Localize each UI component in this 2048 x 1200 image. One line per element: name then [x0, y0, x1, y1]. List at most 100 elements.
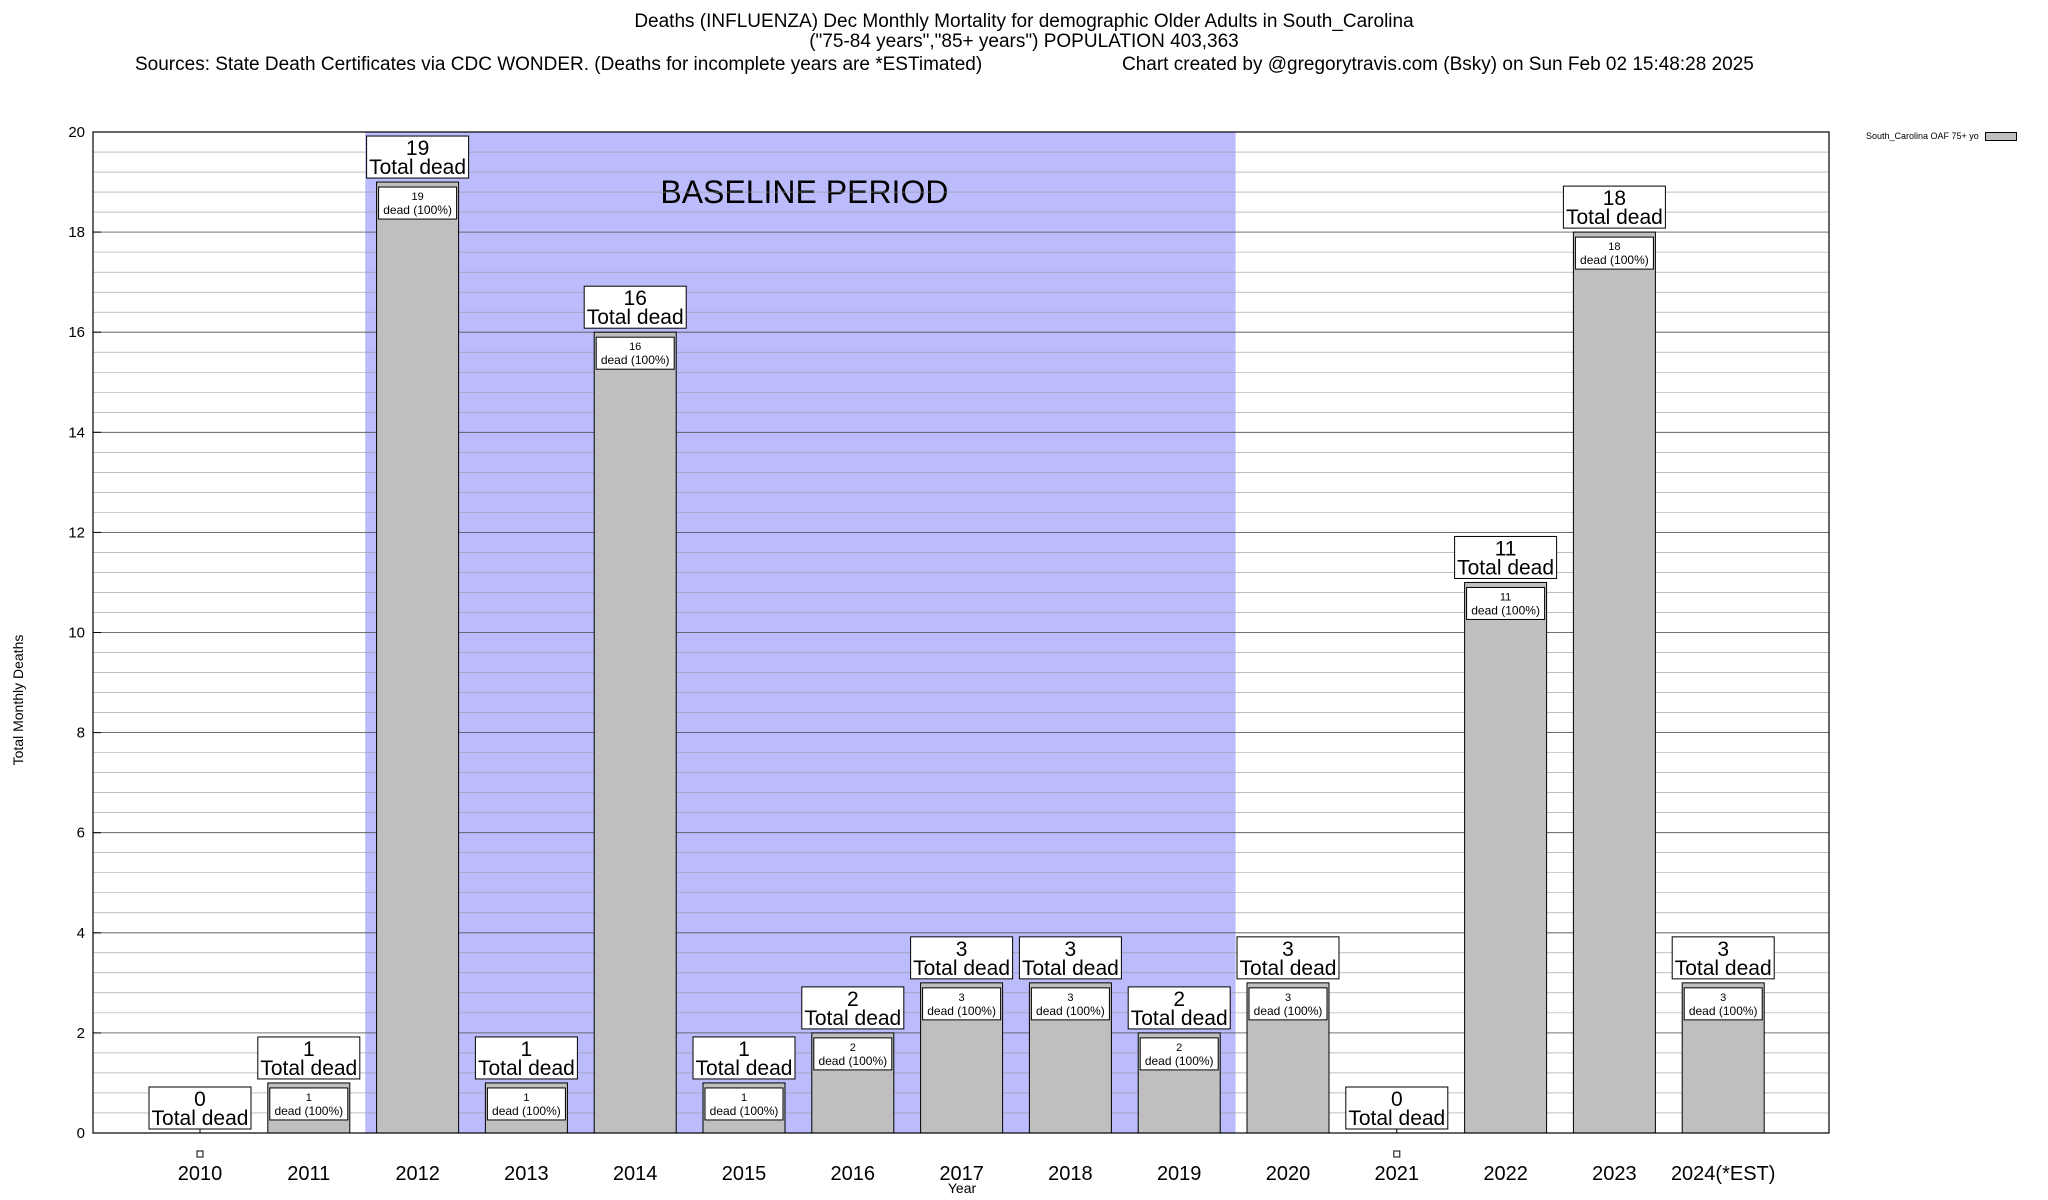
inner-label-value: 2	[1176, 1042, 1182, 1054]
total-label-text: Total dead	[1022, 957, 1119, 980]
total-label-text: Total dead	[1348, 1107, 1445, 1130]
inner-label-text: dead (100%)	[492, 1104, 561, 1118]
inner-label-value: 1	[741, 1092, 747, 1104]
title-line-1: Deaths (INFLUENZA) Dec Monthly Mortality…	[634, 11, 1414, 32]
inner-label-text: dead (100%)	[927, 1004, 996, 1018]
total-label-box	[257, 1036, 361, 1080]
inner-label-text: dead (100%)	[274, 1104, 343, 1118]
total-label-value: 3	[1717, 938, 1729, 961]
total-label-text: Total dead	[696, 1057, 793, 1080]
plot-frame	[92, 131, 1830, 1134]
inner-label-value: 18	[1608, 241, 1620, 253]
zero-marker	[1393, 1150, 1401, 1158]
total-label-text: Total dead	[1131, 1007, 1228, 1030]
total-label-value: 1	[738, 1038, 750, 1061]
total-label-box	[148, 1086, 252, 1130]
inner-label-value: 3	[1067, 992, 1073, 1004]
inner-label-box	[1574, 236, 1654, 270]
x-tick-label: 2021	[1375, 1163, 1420, 1185]
y-tick-label: 18	[68, 224, 85, 241]
inner-label-box	[378, 186, 458, 220]
inner-label-value: 1	[523, 1092, 529, 1104]
inner-label-text: dead (100%)	[1689, 1004, 1758, 1018]
total-label-box	[801, 986, 905, 1030]
x-tick-label: 2014	[613, 1163, 658, 1185]
total-label-value: 18	[1603, 187, 1626, 210]
x-tick-label: 2024(*EST)	[1671, 1163, 1776, 1185]
y-tick-label: 14	[68, 424, 85, 441]
total-label-text: Total dead	[1566, 206, 1663, 229]
total-label-box	[366, 135, 470, 179]
inner-label-box	[1030, 987, 1110, 1021]
inner-label-text: dead (100%)	[710, 1104, 779, 1118]
inner-label-value: 3	[1720, 992, 1726, 1004]
x-tick-label: 2018	[1048, 1163, 1093, 1185]
x-tick-label: 2019	[1157, 1163, 1202, 1185]
x-tick-label: 2020	[1266, 1163, 1311, 1185]
legend-swatch	[1984, 132, 2017, 142]
total-label-value: 2	[1173, 988, 1185, 1011]
x-tick-label: 2011	[287, 1163, 330, 1185]
x-tick-label: 2023	[1592, 1163, 1637, 1185]
total-label-box	[1562, 185, 1666, 229]
total-label-value: 1	[303, 1038, 315, 1061]
x-tick-label: 2017	[939, 1163, 984, 1185]
inner-label-box	[486, 1087, 566, 1121]
inner-label-text: dead (100%)	[1580, 253, 1649, 267]
total-label-box	[692, 1036, 796, 1080]
y-tick-label: 6	[77, 825, 85, 842]
legend-series-label: South_Carolina OAF 75+ yo	[1866, 131, 1979, 141]
inner-label-box	[704, 1087, 784, 1121]
inner-label-box	[1466, 586, 1546, 620]
x-tick-label: 2012	[395, 1163, 440, 1185]
title-credit: Chart created by @gregorytravis.com (Bsk…	[1122, 54, 1754, 75]
total-label-text: Total dead	[913, 957, 1010, 980]
y-tick-label: 0	[77, 1125, 85, 1142]
total-label-box	[1236, 936, 1340, 980]
inner-label-box	[1139, 1037, 1219, 1071]
total-label-value: 3	[1065, 938, 1077, 961]
inner-label-text: dead (100%)	[1254, 1004, 1323, 1018]
total-label-value: 3	[956, 938, 968, 961]
inner-label-box	[269, 1087, 349, 1121]
total-label-box	[474, 1036, 578, 1080]
total-label-value: 0	[1391, 1088, 1403, 1111]
total-label-value: 11	[1495, 537, 1517, 560]
y-axis-label: Total Monthly Deaths	[10, 634, 26, 766]
total-label-text: Total dead	[369, 156, 466, 179]
total-label-box	[1454, 535, 1558, 579]
inner-label-box	[922, 987, 1002, 1021]
inner-label-text: dead (100%)	[818, 1054, 887, 1068]
total-label-text: Total dead	[478, 1057, 575, 1080]
inner-label-box	[595, 336, 675, 370]
bar	[376, 181, 460, 1134]
y-tick-label: 4	[77, 925, 85, 942]
total-label-text: Total dead	[587, 306, 684, 329]
inner-label-text: dead (100%)	[1036, 1004, 1105, 1018]
y-tick-label: 8	[77, 725, 85, 742]
total-label-value: 0	[194, 1088, 206, 1111]
bar	[1572, 231, 1656, 1134]
total-label-box	[910, 936, 1014, 980]
inner-label-box	[1683, 987, 1763, 1021]
total-label-text: Total dead	[804, 1007, 901, 1030]
total-label-box	[1018, 936, 1122, 980]
total-label-value: 16	[624, 287, 647, 310]
inner-label-value: 2	[850, 1042, 856, 1054]
inner-label-text: dead (100%)	[1145, 1054, 1214, 1068]
title-line-2: ("75-84 years","85+ years") POPULATION 4…	[809, 31, 1239, 52]
total-label-value: 3	[1282, 938, 1294, 961]
inner-label-value: 3	[959, 992, 965, 1004]
y-tick-label: 20	[68, 124, 85, 141]
bar	[593, 331, 677, 1134]
legend: South_Carolina OAF 75+ yo	[1866, 131, 2017, 142]
x-tick-label: 2010	[178, 1163, 223, 1185]
chart-title: Deaths (INFLUENZA) Dec Monthly Mortality…	[0, 12, 2048, 52]
y-tick-label: 10	[68, 625, 85, 642]
x-axis-label: Year	[947, 1180, 977, 1196]
total-label-value: 19	[406, 137, 429, 160]
y-tick-label: 2	[77, 1025, 85, 1042]
total-label-text: Total dead	[1240, 957, 1337, 980]
x-tick-label: 2022	[1483, 1163, 1528, 1185]
total-label-box	[1671, 936, 1775, 980]
